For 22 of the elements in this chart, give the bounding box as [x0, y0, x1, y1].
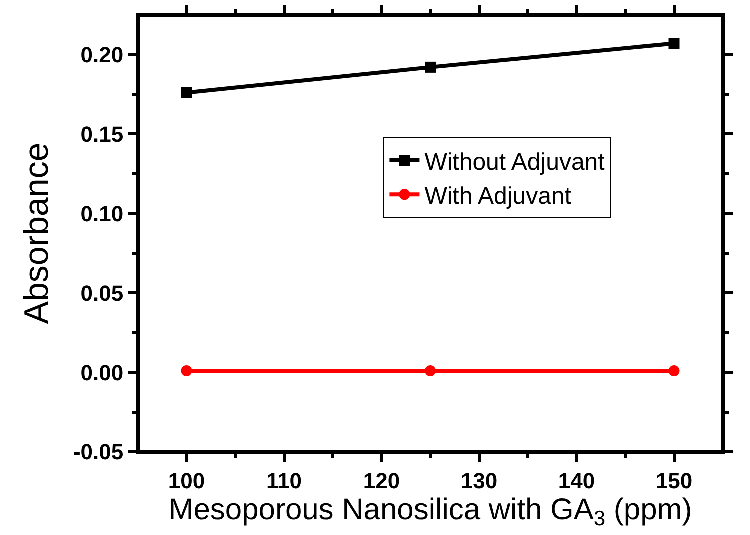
x-tick-label: 150	[656, 468, 693, 494]
x-tick-label: 120	[363, 468, 400, 494]
point	[181, 365, 192, 376]
x-tick-label: 130	[460, 468, 498, 494]
y-tick-label: 0.05	[80, 280, 124, 306]
x-tick-label: 100	[168, 468, 206, 494]
x-tick-label: 140	[558, 468, 596, 494]
point	[181, 87, 192, 98]
y-tick-label: 0.10	[80, 201, 124, 226]
x-tick-label: 110	[266, 468, 302, 494]
legend-label: Without Adjuvant	[424, 148, 606, 176]
x-axis-title: Mesoporous Nanosilica with GA$_{3}$ (ppm)	[168, 493, 692, 531]
legend-label: With Adjuvant	[424, 183, 572, 210]
y-tick-label: 0.20	[80, 42, 124, 68]
y-tick-label: -0.05	[73, 440, 124, 465]
point	[668, 365, 680, 376]
y-tick-label: 0.15	[80, 122, 124, 147]
point	[425, 62, 436, 73]
point	[425, 365, 436, 376]
y-axis-title: Absorbance	[18, 142, 56, 324]
y-tick-label: 0.00	[80, 360, 124, 386]
point	[668, 38, 680, 50]
